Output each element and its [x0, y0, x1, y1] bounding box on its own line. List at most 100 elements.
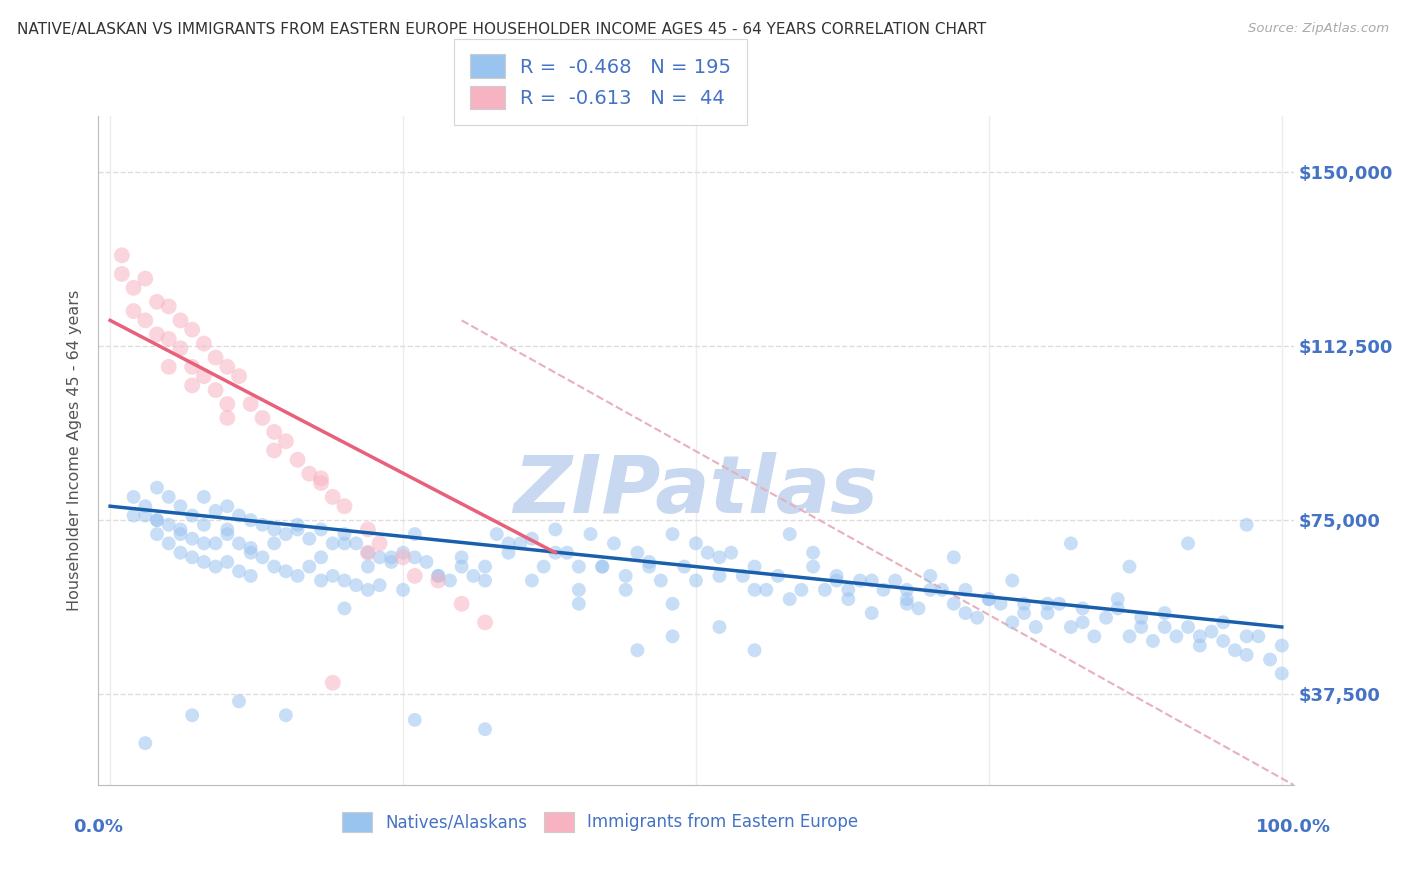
Point: [1247, 629, 1270, 643]
Point: [731, 569, 754, 583]
Point: [920, 582, 942, 597]
Point: [228, 369, 250, 384]
Point: [474, 615, 496, 630]
Point: [309, 523, 332, 537]
Point: [1060, 536, 1083, 550]
Point: [1107, 601, 1129, 615]
Point: [287, 523, 309, 537]
Point: [837, 592, 859, 607]
Point: [169, 313, 191, 327]
Point: [942, 550, 965, 565]
Point: [357, 559, 380, 574]
Point: [404, 569, 426, 583]
Point: [779, 592, 801, 607]
Point: [392, 546, 415, 560]
Point: [744, 643, 766, 657]
Point: [357, 546, 380, 560]
Point: [709, 620, 731, 634]
Point: [157, 536, 180, 550]
Point: [673, 559, 696, 574]
Point: [263, 536, 285, 550]
Point: [357, 582, 380, 597]
Point: [1001, 615, 1024, 630]
Point: [709, 569, 731, 583]
Point: [181, 378, 204, 392]
Legend: Natives/Alaskans, Immigrants from Eastern Europe: Natives/Alaskans, Immigrants from Easter…: [330, 800, 870, 844]
Point: [568, 559, 591, 574]
Point: [825, 574, 848, 588]
Point: [252, 550, 274, 565]
Point: [1188, 639, 1211, 653]
Point: [650, 574, 672, 588]
Point: [193, 517, 215, 532]
Point: [309, 471, 332, 485]
Point: [193, 555, 215, 569]
Point: [1047, 597, 1070, 611]
Point: [463, 569, 485, 583]
Point: [626, 643, 648, 657]
Point: [122, 281, 145, 295]
Point: [920, 569, 942, 583]
Point: [217, 527, 239, 541]
Point: [193, 490, 215, 504]
Point: [709, 550, 731, 565]
Point: [720, 546, 742, 560]
Point: [696, 546, 718, 560]
Point: [661, 629, 683, 643]
Point: [333, 601, 356, 615]
Point: [263, 425, 285, 439]
Point: [169, 546, 191, 560]
Point: [896, 582, 918, 597]
Point: [217, 359, 239, 374]
Point: [193, 369, 215, 384]
Point: [685, 536, 707, 550]
Point: [977, 592, 1000, 607]
Point: [298, 467, 321, 481]
Point: [274, 527, 297, 541]
Point: [122, 490, 145, 504]
Point: [333, 500, 356, 514]
Point: [474, 723, 496, 737]
Point: [896, 592, 918, 607]
Point: [228, 536, 250, 550]
Point: [1212, 615, 1234, 630]
Point: [157, 517, 180, 532]
Point: [217, 523, 239, 537]
Point: [1258, 652, 1281, 666]
Point: [217, 500, 239, 514]
Point: [368, 578, 391, 592]
Text: ZIPatlas: ZIPatlas: [513, 451, 879, 530]
Point: [942, 597, 965, 611]
Point: [1177, 620, 1199, 634]
Point: [193, 536, 215, 550]
Point: [239, 397, 262, 411]
Point: [157, 300, 180, 314]
Point: [1083, 629, 1105, 643]
Point: [450, 597, 472, 611]
Point: [193, 336, 215, 351]
Point: [404, 550, 426, 565]
Point: [239, 546, 262, 560]
Point: [520, 532, 543, 546]
Point: [169, 341, 191, 355]
Point: [169, 523, 191, 537]
Point: [568, 582, 591, 597]
Point: [509, 536, 531, 550]
Point: [322, 569, 344, 583]
Point: [1118, 559, 1140, 574]
Point: [322, 490, 344, 504]
Point: [955, 606, 977, 620]
Point: [766, 569, 789, 583]
Point: [217, 397, 239, 411]
Point: [801, 546, 824, 560]
Point: [1236, 629, 1258, 643]
Point: [755, 582, 778, 597]
Point: [1130, 620, 1153, 634]
Point: [1130, 611, 1153, 625]
Point: [860, 574, 883, 588]
Point: [274, 708, 297, 723]
Point: [181, 550, 204, 565]
Point: [1212, 634, 1234, 648]
Point: [333, 536, 356, 550]
Point: [134, 313, 156, 327]
